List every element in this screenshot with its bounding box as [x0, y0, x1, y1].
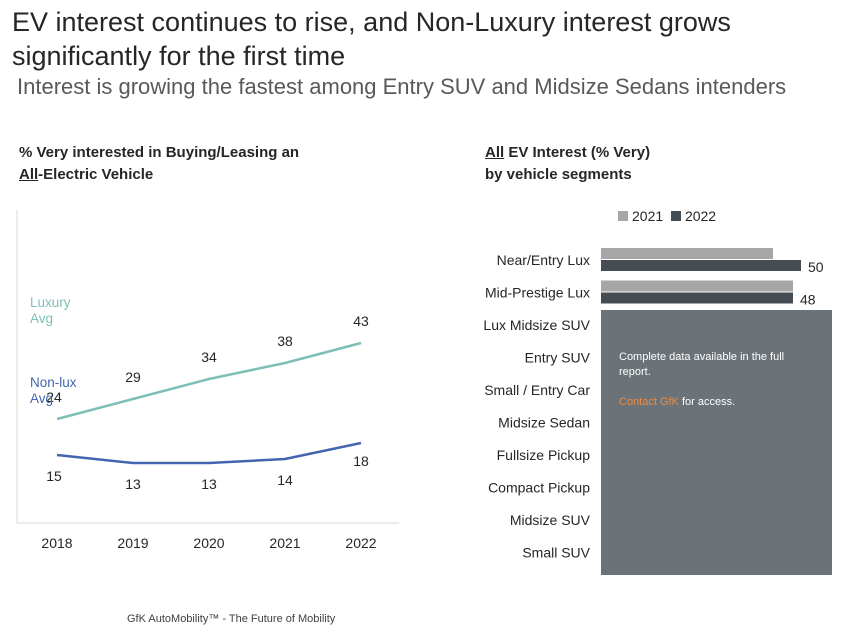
heading-underlined-all: All — [19, 166, 39, 183]
legend-label-2022: 2022 — [684, 208, 717, 224]
series-label-line: Non-lux — [30, 375, 77, 390]
data-label: 13 — [125, 476, 141, 492]
bar-chart-legend: 2021 2022 — [618, 208, 716, 224]
bar-2021 — [601, 248, 773, 259]
category-label: Midsize SUV — [510, 512, 591, 528]
category-label: Lux Midsize SUV — [483, 317, 590, 333]
heading-underlined-all: All — [485, 144, 505, 161]
bar-chart-heading: All EV Interest (% Very) by vehicle segm… — [485, 142, 650, 186]
series-label-line: Avg — [30, 391, 53, 406]
slide-subtitle: Interest is growing the fastest among En… — [17, 74, 787, 99]
x-tick-label: 2021 — [269, 535, 300, 551]
legend-label-2021: 2021 — [632, 208, 664, 224]
bar-data-label: 50 — [808, 259, 824, 275]
series-label-line: Luxury — [30, 295, 71, 310]
data-label: 24 — [46, 389, 62, 405]
overlay-contact-rest: for access. — [678, 396, 736, 408]
series-label-line: Avg — [30, 311, 53, 326]
category-label: Near/Entry Lux — [497, 252, 590, 268]
heading-rest: EV Interest (% Very) — [504, 144, 651, 161]
data-label: 14 — [277, 472, 293, 488]
bar-chart-heading-line1: All EV Interest (% Very) — [485, 142, 650, 164]
x-tick-label: 2019 — [117, 535, 148, 551]
series-label: Non-lux Avg — [30, 375, 77, 406]
category-label: Small / Entry Car — [484, 382, 590, 398]
line-chart-heading: % Very interested in Buying/Leasing an A… — [19, 142, 299, 186]
slide-footer: GfK AutoMobility™ - The Future of Mobili… — [127, 613, 336, 625]
bar-2022 — [601, 260, 801, 271]
overlay-contact-line: Contact GfK for access. — [619, 395, 809, 410]
category-label: Mid-Prestige Lux — [485, 285, 590, 301]
series-line-luxury — [56, 341, 362, 421]
data-label: 29 — [125, 369, 141, 385]
line-chart-heading-line2: All-Electric Vehicle — [19, 164, 299, 186]
data-label: 18 — [353, 453, 369, 469]
contact-gfk-link[interactable]: Contact GfK — [619, 396, 679, 408]
category-label: Fullsize Pickup — [497, 447, 591, 463]
line-chart-heading-line1: % Very interested in Buying/Leasing an — [19, 144, 300, 161]
bar-chart-heading-line2: by vehicle segments — [485, 166, 632, 183]
heading-rest: -Electric Vehicle — [38, 166, 154, 183]
data-label: 15 — [46, 468, 62, 484]
x-tick-label: 2022 — [345, 535, 376, 551]
bar-data-label: 48 — [800, 292, 816, 308]
data-label: 13 — [201, 476, 217, 492]
data-label: 34 — [201, 349, 217, 365]
category-label: Midsize Sedan — [498, 415, 590, 431]
slide-title: EV interest continues to rise, and Non-L… — [12, 7, 731, 71]
data-label: 38 — [277, 333, 293, 349]
bar-2022 — [601, 292, 793, 304]
data-label: 43 — [353, 313, 369, 329]
x-tick-label: 2020 — [193, 535, 224, 551]
category-label: Entry SUV — [525, 350, 591, 366]
x-tick-label: 2018 — [41, 535, 72, 551]
overlay-message: Complete data available in the full repo… — [619, 351, 785, 378]
bar-chart: Near/Entry Lux Mid-Prestige Lux Lux Midsiz… — [483, 248, 824, 561]
category-label: Compact Pickup — [488, 480, 590, 496]
series-label: Luxury Avg — [30, 295, 71, 326]
bar-2021 — [601, 280, 793, 292]
legend-swatch-2021 — [618, 211, 628, 221]
category-label: Small SUV — [522, 545, 590, 561]
series-line-nonlux — [56, 441, 362, 465]
restricted-data-overlay: Complete data available in the full repo… — [601, 310, 832, 575]
legend-swatch-2022 — [670, 211, 681, 221]
